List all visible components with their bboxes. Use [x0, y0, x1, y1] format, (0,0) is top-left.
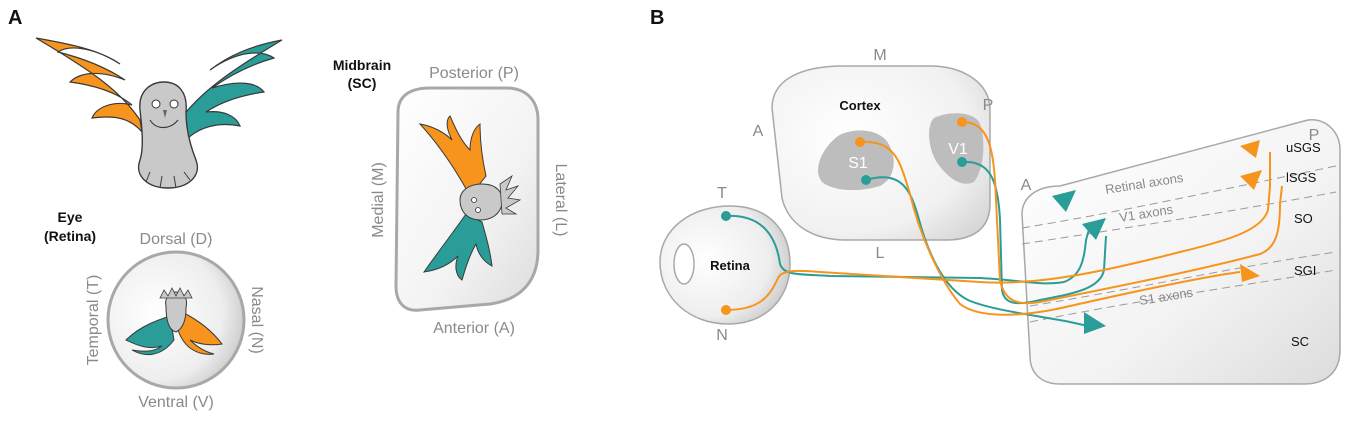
teal-terminal-arrow — [1082, 218, 1106, 240]
midbrain-subtitle: (SC) — [348, 75, 377, 91]
retina-lens — [673, 243, 695, 285]
sc-a-label: A — [1021, 177, 1032, 194]
retina-t-label: T — [717, 185, 727, 202]
retina-eye-label: Retina — [710, 258, 751, 273]
cortex-label: Cortex — [839, 98, 881, 113]
panel-b-letter: B — [650, 7, 664, 29]
eye-subtitle: (Retina) — [44, 228, 96, 244]
retina-nasal-label: Nasal (N) — [248, 286, 265, 354]
owl-body — [137, 81, 199, 189]
sc-p-label: P — [1309, 127, 1320, 144]
sc-lateral-label: Lateral (L) — [552, 164, 569, 237]
sc-medial-label: Medial (M) — [370, 162, 387, 238]
retina-owl-icon — [125, 287, 223, 356]
owl-flying-icon — [35, 37, 283, 189]
s1-teal-soma — [861, 175, 871, 185]
cortex-m-label: M — [873, 47, 886, 64]
v1-orange-soma — [957, 117, 967, 127]
cortex-p-label: P — [983, 97, 994, 114]
sc-layer-so: SO — [1294, 211, 1313, 226]
retina-ventral-label: Ventral (V) — [138, 394, 214, 411]
cortex-l-label: L — [876, 245, 885, 262]
retina-n-label: N — [716, 327, 728, 344]
retina-dorsal-label: Dorsal (D) — [140, 231, 213, 248]
s1-label: S1 — [848, 155, 868, 172]
cortex-a-label: A — [753, 123, 764, 140]
s1-orange-soma — [855, 137, 865, 147]
retina-temporal-label: Temporal (T) — [85, 275, 102, 366]
teal-terminal-arrow — [1084, 312, 1106, 334]
sc-layer-sgi: SGI — [1294, 263, 1316, 278]
owl-right-wing-teal — [179, 39, 283, 142]
sc-anterior-label: Anterior (A) — [433, 320, 515, 337]
retina-eye-shape — [659, 205, 791, 325]
orange-axon-paths — [725, 121, 1283, 316]
teal-terminal-arrow — [1052, 190, 1076, 212]
midbrain-title: Midbrain — [333, 57, 391, 73]
panel-a-letter: A — [8, 7, 22, 29]
v1-label: V1 — [948, 141, 968, 158]
eye-title: Eye — [58, 209, 83, 225]
s1-region — [817, 130, 894, 191]
orange-terminal-arrow — [1240, 264, 1260, 282]
retina-t-soma — [721, 211, 731, 221]
retina-n-soma — [721, 305, 731, 315]
owl-left-wing-orange — [35, 37, 143, 135]
sc-owl-icon — [418, 115, 522, 281]
sc-layer-lsgs: lSGS — [1286, 170, 1317, 185]
orange-terminal-arrow — [1240, 140, 1260, 158]
orange-terminal-arrow — [1240, 170, 1262, 190]
sc-layer-usgs: uSGS — [1286, 140, 1321, 155]
v1-teal-soma — [957, 157, 967, 167]
sc-label: SC — [1291, 334, 1309, 349]
sc-posterior-label: Posterior (P) — [429, 65, 519, 82]
v1-region — [929, 113, 984, 184]
